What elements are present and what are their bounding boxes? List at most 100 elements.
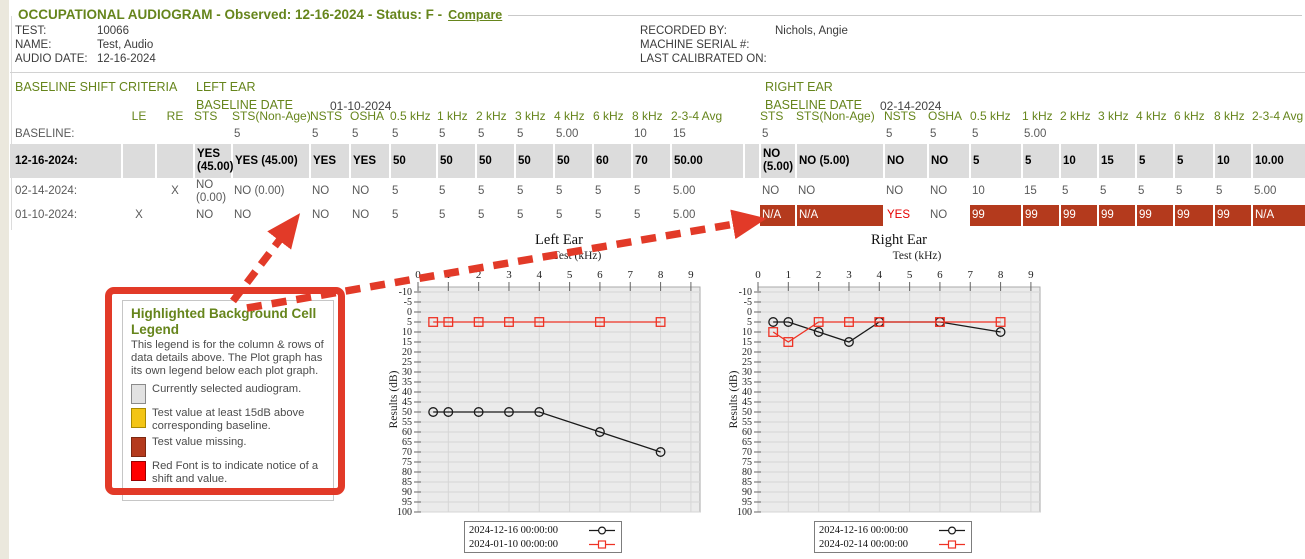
plot-area: [417, 286, 701, 513]
column-header: STS(Non-Age): [796, 109, 875, 123]
left-ear-chart: 0 1 2 3 4 5 6 7 8 9-10-50510152025303540455055606…: [388, 232, 701, 518]
cell: BASELINE:: [15, 128, 75, 141]
y-tick-label: 10: [742, 327, 752, 338]
section-title: BASELINE SHIFT CRITERIA: [15, 80, 178, 94]
column-header-row: LE RE STS STS(Non-Age) NSTS OSHA 0.5 kHz 1 kHz 2…: [10, 107, 1305, 125]
chart-legend-entry: 2024-02-14 00:00:00: [819, 537, 967, 551]
cell: 70: [632, 144, 672, 178]
cell: [156, 125, 194, 144]
audiogram-row[interactable]: 12-16-2024: YES (45.00) YES (45.00) YES YES 5…: [10, 144, 1305, 178]
column-header: 2-3-4 Avg: [671, 109, 723, 123]
column-header: 6 kHz: [1174, 109, 1205, 123]
cell-legend-items: Currently selected audiogram. Test value …: [131, 383, 325, 487]
data-point: [428, 407, 439, 417]
y-tick-label: 40: [402, 387, 412, 398]
fieldset-rule: [508, 15, 1302, 16]
cell: NO (5.00): [760, 144, 797, 178]
cell: 5: [517, 128, 524, 141]
x-tick-label: 3: [846, 269, 852, 281]
left-baseline-date: 01-10-2024: [330, 99, 392, 113]
cell: N/A: [1252, 205, 1305, 226]
plot-area: [757, 286, 1041, 513]
cell: 50: [554, 144, 594, 178]
chart-y-axis-title: Results (dB): [388, 370, 400, 428]
cell-legend-item: Test value missing.: [131, 436, 325, 458]
column-header: STS: [760, 109, 784, 123]
x-tick-label: 7: [628, 269, 634, 281]
cell: [744, 144, 761, 178]
x-tick-label: 8: [658, 269, 664, 281]
column-header: 1 kHz: [437, 109, 468, 123]
data-point: [473, 407, 484, 417]
cell: 5: [392, 209, 399, 222]
cell: NO: [196, 209, 214, 222]
x-tick-label: 2: [816, 269, 822, 281]
chart-legend-label: 2024-01-10 00:00:00: [469, 538, 558, 550]
column-header: 4 kHz: [1136, 109, 1167, 123]
data-point: [655, 447, 666, 457]
cell: 15: [673, 128, 686, 141]
cell: 01-10-2024:: [15, 209, 78, 222]
cell: 10: [972, 185, 985, 198]
cell: 10: [634, 128, 647, 141]
y-tick-label: 95: [742, 497, 752, 508]
cell: 5: [970, 144, 1023, 178]
data-point: [428, 317, 439, 327]
chart-legend-entry: 2024-12-16 00:00:00: [819, 523, 967, 537]
x-tick-label: 7: [968, 269, 974, 281]
left-ear-title: LEFT EAR: [196, 80, 256, 94]
legend-item-text: Currently selected audiogram.: [152, 382, 302, 395]
cell: 5: [392, 185, 399, 198]
cell: 5: [972, 128, 979, 141]
recorded-by-value: Nichols, Angie: [775, 25, 848, 37]
cell: NO (0.00): [234, 185, 285, 198]
audio-date-value: 12-16-2024: [97, 53, 156, 65]
column-header: 2 kHz: [476, 109, 507, 123]
x-tick-label: 4: [537, 269, 543, 281]
cell: 99: [1098, 205, 1137, 226]
cell: 5: [1174, 144, 1215, 178]
column-header: NSTS: [310, 109, 343, 123]
cell: 5.00: [673, 209, 696, 222]
audiogram-row[interactable]: 01-10-2024: X NO NO NO NO 5 5 5 5 5 5 5 5.00 N/A N/A YES…: [10, 205, 1305, 226]
cell: YES: [350, 144, 391, 178]
y-tick-label: 100: [397, 507, 412, 518]
cell: 99: [1136, 205, 1175, 226]
data-point: [534, 407, 545, 417]
y-tick-label: 50: [742, 407, 752, 418]
cell: 5: [1100, 185, 1107, 198]
cell: [1174, 125, 1214, 144]
y-tick-label: 5: [407, 317, 412, 328]
cell: YES (45.00): [232, 144, 311, 178]
cell: 99: [1174, 205, 1215, 226]
column-header: [10, 107, 122, 125]
y-tick-label: 55: [742, 417, 752, 428]
left-margin-strip: [0, 0, 9, 559]
data-point: [768, 327, 779, 337]
compare-link[interactable]: Compare: [448, 7, 503, 22]
chart-x-axis-title: Test (kHz): [553, 250, 602, 262]
y-tick-label: 90: [402, 487, 412, 498]
test-label: TEST:: [15, 25, 47, 37]
recorded-by-label: RECORDED BY:: [640, 25, 727, 37]
column-header: [744, 107, 760, 125]
y-tick-label: 70: [402, 447, 412, 458]
y-tick-label: 45: [402, 397, 412, 408]
cell: 5: [634, 185, 641, 198]
cell: 5: [312, 128, 319, 141]
audiogram-row[interactable]: 02-14-2024: X NO (0.00) NO (0.00) NO NO 5 5 5 5 5 5…: [10, 178, 1305, 205]
data-point: [934, 317, 945, 327]
cell: 50.00: [671, 144, 745, 178]
y-tick-label: 15: [742, 337, 752, 348]
cell: 5: [1176, 185, 1183, 198]
cell: 10.00: [1252, 144, 1305, 178]
cell: X: [135, 209, 143, 222]
cell: 02-14-2024:: [15, 185, 78, 198]
y-tick-label: 95: [402, 497, 412, 508]
data-point: [844, 337, 854, 347]
cell: [194, 125, 232, 144]
y-tick-label: 25: [402, 357, 412, 368]
y-tick-label: 80: [402, 467, 412, 478]
cell: NO (5.00): [796, 144, 885, 178]
chart-legend-label: 2024-12-16 00:00:00: [819, 524, 908, 536]
